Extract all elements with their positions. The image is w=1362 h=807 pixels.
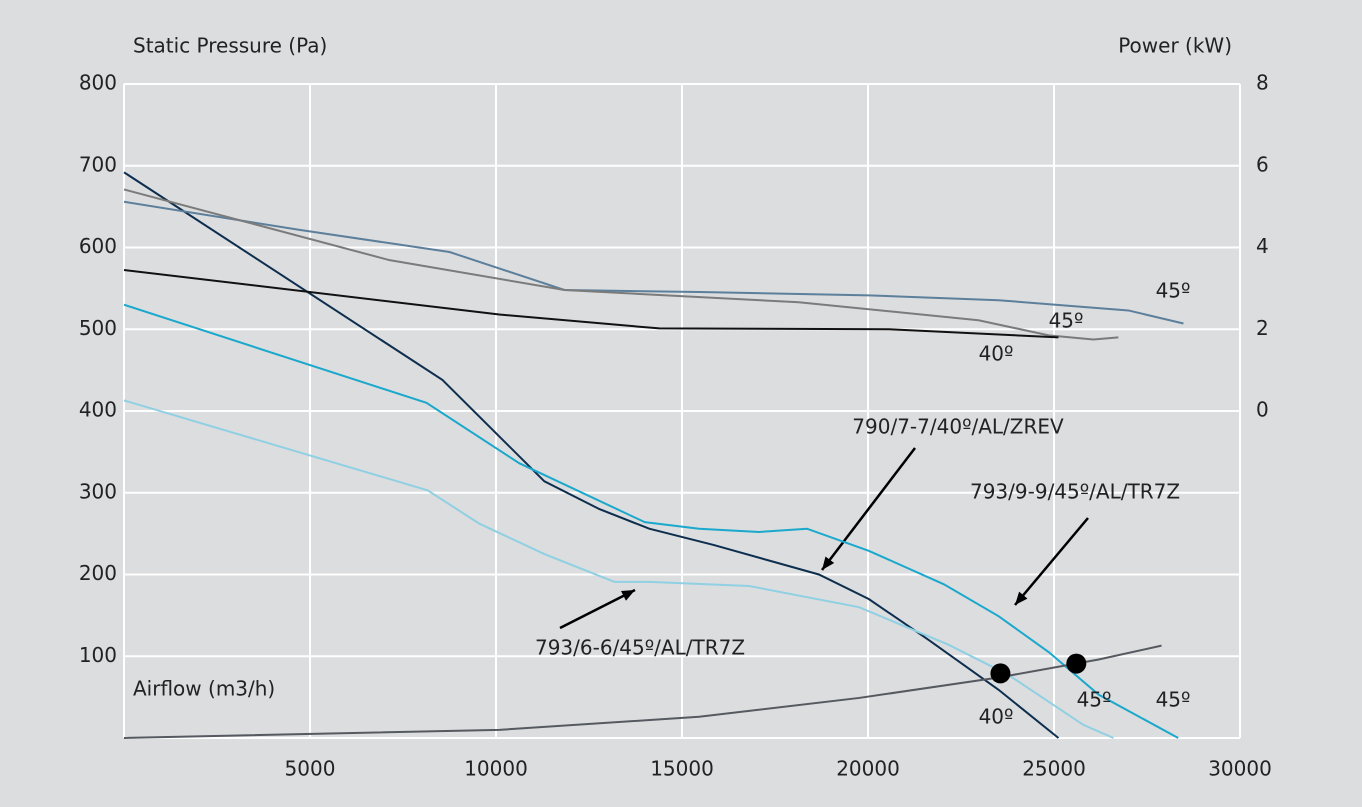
series-line: [123, 303, 1179, 739]
y2-tick-label: 6: [1256, 152, 1269, 176]
x-axis-title: Airflow (m3/h): [133, 677, 275, 701]
curve-label: 45º: [1156, 688, 1191, 712]
series-line: [123, 171, 1060, 739]
x-tick-label: 5000: [285, 757, 336, 781]
y-tick-label: 600: [79, 234, 117, 258]
arrow-shaft: [1014, 517, 1089, 606]
series-line: [123, 200, 1184, 325]
arrow-shaft: [559, 588, 636, 630]
y-tick-label: 400: [79, 398, 117, 422]
y2-axis-title: Power (kW): [1118, 34, 1232, 58]
x-tick-label: 20000: [836, 757, 900, 781]
curve-name: 793/9-9/45º/AL/TR7Z: [970, 480, 1180, 504]
y-tick-label: 800: [79, 71, 117, 95]
series-line: [123, 268, 1059, 339]
y2-tick-label: 8: [1256, 71, 1269, 95]
arrow-head: [822, 556, 835, 570]
arrow-shaft: [821, 447, 916, 571]
series-line: [123, 399, 1114, 739]
curve-label: 45º: [1156, 279, 1191, 303]
curve-name: 793/6-6/45º/AL/TR7Z: [535, 636, 745, 660]
curve-label: 40º: [979, 342, 1014, 366]
operating-point: [990, 663, 1011, 684]
y-axis-title: Static Pressure (Pa): [133, 34, 327, 58]
y2-tick-label: 0: [1256, 398, 1269, 422]
series-line: [123, 188, 1119, 341]
arrow-head: [621, 590, 635, 601]
y-tick-label: 700: [79, 152, 117, 176]
operating-point: [1066, 653, 1087, 674]
curve-name: 790/7-7/40º/AL/ZREV: [852, 415, 1064, 439]
arrow-head: [1015, 591, 1028, 605]
y2-tick-label: 4: [1256, 234, 1269, 258]
y2-tick-label: 2: [1256, 316, 1269, 340]
y-tick-label: 300: [79, 479, 117, 503]
y-tick-label: 200: [79, 561, 117, 585]
x-tick-label: 30000: [1208, 757, 1272, 781]
y-tick-label: 500: [79, 316, 117, 340]
x-tick-label: 15000: [650, 757, 714, 781]
series-line: [123, 644, 1162, 739]
curve-label: 45º: [1077, 688, 1112, 712]
curve-label: 40º: [979, 705, 1014, 729]
x-tick-label: 10000: [464, 757, 528, 781]
curve-label: 45º: [1049, 309, 1084, 333]
y-tick-label: 100: [79, 643, 117, 667]
x-tick-label: 25000: [1022, 757, 1086, 781]
